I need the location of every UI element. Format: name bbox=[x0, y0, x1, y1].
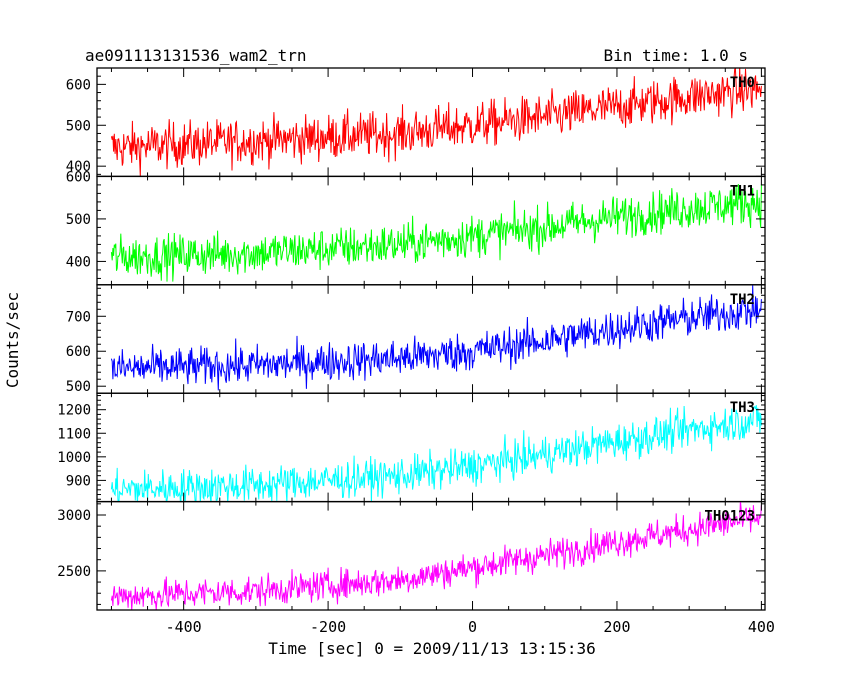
y-tick-label: 1200 bbox=[57, 403, 91, 419]
y-tick-label: 600 bbox=[66, 77, 91, 93]
panel-frame-th2 bbox=[96, 284, 766, 394]
x-axis-label: Time [sec] 0 = 2009/11/13 13:15:36 bbox=[268, 639, 596, 658]
panel-frame-th1 bbox=[96, 175, 766, 286]
panel-label-th0: TH0 bbox=[730, 75, 755, 91]
series-line-th0123 bbox=[110, 501, 762, 611]
y-tick-label: 600 bbox=[66, 344, 91, 360]
y-tick-label: 500 bbox=[66, 212, 91, 228]
y-tick-label: 400 bbox=[66, 254, 91, 270]
y-tick-label: 500 bbox=[66, 379, 91, 395]
x-tick-label: 0 bbox=[468, 618, 477, 636]
panel-label-th0123: TH0123 bbox=[704, 509, 755, 525]
panel-frame-th0123 bbox=[96, 500, 766, 611]
series-line-th0 bbox=[110, 68, 762, 177]
chart-title: ae091113131536_wam2_trn bbox=[85, 46, 307, 65]
y-tick-label: 1000 bbox=[57, 450, 91, 466]
y-tick-label: 500 bbox=[66, 118, 91, 134]
panel-label-th1: TH1 bbox=[730, 183, 755, 199]
panels-group: 400 500 600 TH0 400 500 600 TH1 500 600 700 TH2 900 1… bbox=[57, 67, 775, 636]
series-line-th2 bbox=[110, 284, 762, 391]
y-tick-label: 900 bbox=[66, 473, 91, 489]
y-tick-label: 3000 bbox=[57, 508, 91, 524]
y-tick-label: 400 bbox=[66, 159, 91, 175]
bin-time-label: Bin time: 1.0 s bbox=[604, 46, 749, 65]
series-line-th1 bbox=[110, 183, 762, 282]
x-tick-label: -400 bbox=[166, 618, 202, 636]
panel-label-th3: TH3 bbox=[730, 400, 755, 416]
x-tick-label: -200 bbox=[310, 618, 346, 636]
y-tick-label: 600 bbox=[66, 169, 91, 185]
panel-frame-th0 bbox=[96, 67, 766, 178]
y-tick-label: 700 bbox=[66, 309, 91, 325]
series-line-th3 bbox=[110, 405, 762, 502]
panel-label-th2: TH2 bbox=[730, 292, 755, 308]
x-tick-label: 400 bbox=[748, 618, 775, 636]
y-axis-label: Counts/sec bbox=[3, 292, 22, 388]
y-tick-label: 1100 bbox=[57, 426, 91, 442]
x-tick-label: 200 bbox=[603, 618, 630, 636]
y-tick-label: 2500 bbox=[57, 564, 91, 580]
